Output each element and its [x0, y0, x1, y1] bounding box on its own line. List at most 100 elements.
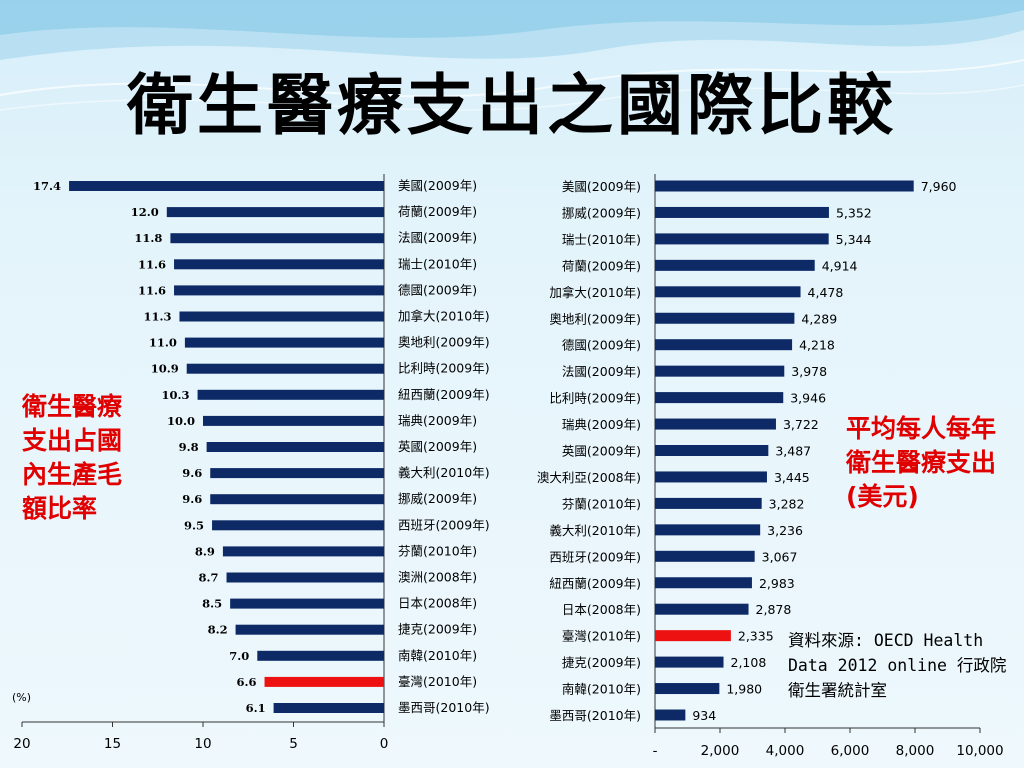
right-bar-value-label: 3,722: [783, 417, 819, 432]
left-bar: [197, 389, 384, 400]
left-unit-label: (%): [12, 691, 31, 704]
right-category-label: 墨西哥(2010年): [549, 708, 641, 723]
left-chart-label: 衛生醫療支出占國內生產毛額比率: [22, 392, 123, 523]
right-category-label: 英國(2009年): [562, 444, 641, 459]
left-bar-value-label: 8.5: [202, 597, 222, 611]
left-bar: [166, 207, 384, 218]
right-bar-value-label: 1,980: [726, 682, 762, 697]
left-bar-value-label: 8.2: [208, 623, 228, 637]
left-bar-value-label: 17.4: [33, 179, 61, 193]
left-bar-value-label: 10.3: [162, 388, 190, 402]
right-x-tick-label: 6,000: [831, 743, 870, 759]
left-bar: [69, 181, 384, 191]
right-category-label: 美國(2009年): [562, 179, 641, 194]
right-category-label: 日本(2008年): [562, 602, 641, 617]
left-category-label: 芬蘭(2010年): [398, 543, 477, 558]
left-category-label: 德國(2009年): [398, 282, 477, 297]
left-x-tick-label: 0: [380, 736, 389, 752]
right-bar: [655, 418, 776, 430]
right-category-label: 南韓(2010年): [562, 682, 641, 697]
left-category-label: 荷蘭(2009年): [398, 204, 477, 219]
left-bar-value-label: 10.9: [151, 362, 179, 376]
left-bar-value-label: 11.6: [138, 257, 166, 271]
right-bar-value-label: 2,983: [759, 576, 795, 591]
right-bar: [655, 524, 761, 536]
right-category-label: 德國(2009年): [562, 338, 641, 353]
right-bar: [655, 312, 795, 324]
right-bar-value-label: 3,445: [774, 470, 810, 485]
right-bar-value-label: 5,344: [836, 232, 872, 247]
left-bar-value-label: 11.0: [149, 336, 177, 350]
right-x-tick-label: 10,000: [956, 743, 1003, 759]
left-category-label: 美國(2009年): [398, 178, 477, 193]
right-category-label: 比利時(2009年): [549, 391, 641, 406]
right-bar: [655, 497, 762, 509]
right-category-label: 荷蘭(2009年): [562, 258, 641, 273]
right-x-tick-label: 8,000: [896, 743, 935, 759]
left-x-tick-label: 10: [194, 736, 211, 752]
right-category-label: 紐西蘭(2009年): [549, 576, 641, 591]
right-bar: [655, 709, 686, 721]
right-category-label: 澳大利亞(2008年): [537, 470, 641, 485]
right-bar-value-label: 3,946: [790, 391, 826, 406]
right-bar: [655, 233, 829, 245]
right-bar: [655, 656, 724, 668]
left-bar: [170, 233, 384, 244]
right-chart-label: 平均每人每年衛生醫療支出 (美元): [846, 414, 997, 511]
right-category-label: 臺灣(2010年): [562, 629, 641, 644]
left-bar-value-label: 8.9: [195, 544, 215, 558]
right-bar-value-label: 4,478: [808, 285, 844, 300]
right-bar: [655, 445, 769, 456]
right-category-label: 西班牙(2009年): [549, 549, 641, 564]
right-bar: [655, 392, 784, 404]
left-category-label: 義大利(2010年): [398, 465, 490, 480]
right-bar-value-label: 5,352: [836, 205, 872, 220]
left-category-label: 法國(2009年): [398, 230, 477, 245]
right-category-label: 挪威(2009年): [562, 205, 641, 220]
right-category-label: 芬蘭(2010年): [562, 496, 641, 511]
left-bar: [222, 546, 384, 557]
left-category-label: 比利時(2009年): [398, 361, 490, 376]
right-bar-value-label: 3,236: [767, 523, 803, 538]
left-x-tick-label: 5: [289, 736, 298, 752]
left-bar-value-label: 10.0: [167, 414, 195, 428]
left-bar-value-label: 9.6: [182, 492, 202, 506]
left-category-label: 英國(2009年): [398, 439, 477, 454]
left-category-label: 西班牙(2009年): [398, 517, 490, 532]
right-bar-highlight: [655, 630, 731, 642]
left-bar: [210, 494, 384, 505]
right-bar-value-label: 3,487: [775, 444, 811, 459]
right-bar-value-label: 3,978: [791, 364, 827, 379]
left-bar: [230, 598, 384, 609]
left-x-tick-label: 15: [104, 736, 121, 752]
right-bar-value-label: 934: [692, 708, 716, 723]
right-bar: [655, 603, 749, 615]
left-category-label: 臺灣(2010年): [398, 674, 477, 689]
left-category-label: 紐西蘭(2009年): [398, 387, 490, 402]
left-bar-value-label: 9.5: [184, 518, 204, 532]
left-bar: [235, 624, 384, 635]
left-bar: [226, 572, 384, 583]
left-category-label: 加拿大(2010年): [398, 309, 490, 324]
right-bar-value-label: 7,960: [921, 179, 957, 194]
right-bar: [655, 550, 755, 562]
left-bar-value-label: 6.1: [246, 701, 266, 715]
right-bar-value-label: 4,218: [799, 338, 835, 353]
page-title: 衛生醫療支出之國際比較: [127, 66, 897, 144]
right-bar-value-label: 2,335: [738, 629, 774, 644]
right-bar-value-label: 2,108: [731, 655, 767, 670]
right-bar: [655, 206, 829, 218]
right-bar-value-label: 4,914: [822, 258, 858, 273]
right-bar: [655, 577, 752, 589]
source-note: 資料來源: OECD Health Data 2012 online 行政院衛生…: [788, 631, 1007, 700]
right-bar: [655, 683, 720, 695]
left-category-label: 南韓(2010年): [398, 648, 477, 663]
right-bar-value-label: 2,878: [756, 602, 792, 617]
header-wave-decoration: [0, 0, 1024, 111]
left-category-label: 捷克(2009年): [398, 622, 477, 637]
right-bar: [655, 259, 815, 271]
left-bar: [174, 285, 384, 296]
left-bar: [210, 468, 384, 479]
left-bar-value-label: 12.0: [131, 205, 159, 219]
